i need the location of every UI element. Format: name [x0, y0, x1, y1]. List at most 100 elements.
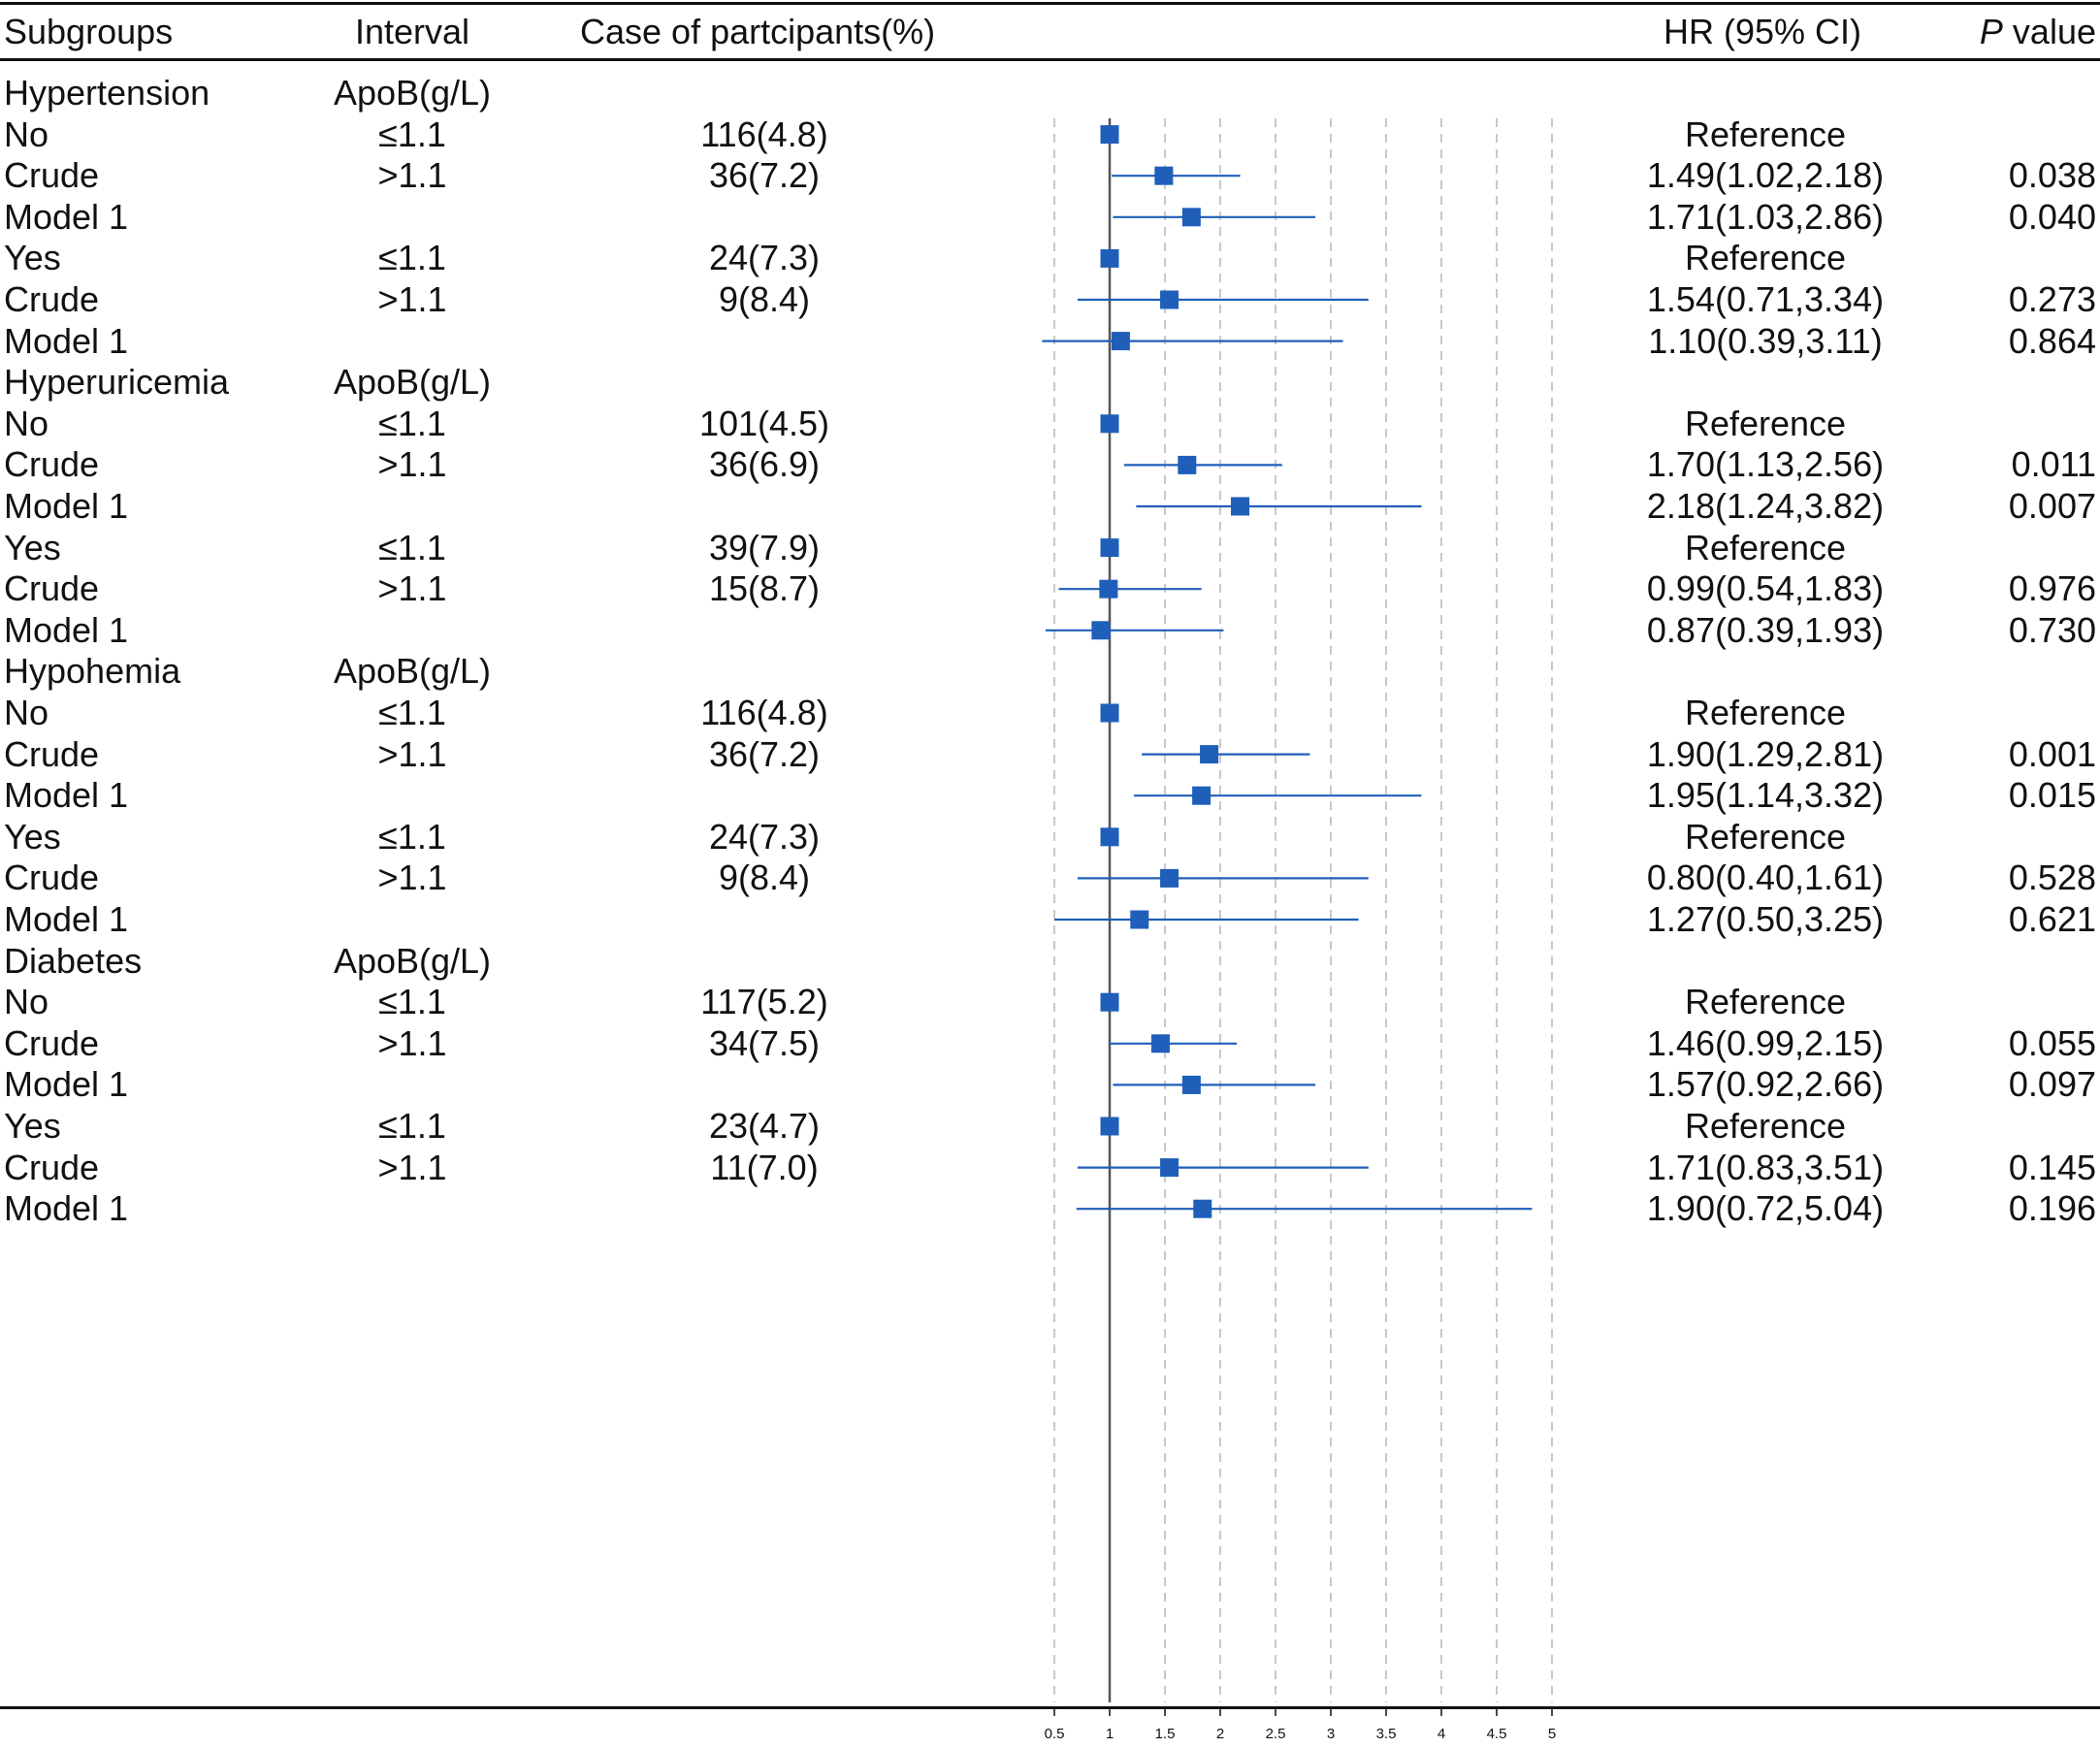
subgroup-title: Hyperuricemia — [4, 362, 230, 403]
interval-label: ≤1.1 — [378, 113, 446, 154]
x-tick-label: 4 — [1438, 1726, 1445, 1742]
hr-point-marker — [1100, 538, 1119, 558]
hr-ci-text: 1.46(0.99,2.15) — [1646, 1022, 1885, 1063]
subgroup-title: Diabetes — [4, 940, 143, 981]
interval-label: >1.1 — [377, 155, 447, 196]
top-rule — [0, 2, 2100, 5]
hr-ci-text: Reference — [1684, 982, 1847, 1022]
subgroup-label: Model 1 — [4, 1064, 129, 1105]
hr-ci-text: 1.71(0.83,3.51) — [1646, 1147, 1885, 1187]
hr-point-marker — [1160, 1158, 1179, 1178]
subgroup-label: Crude — [4, 1022, 100, 1063]
p-value: 0.730 — [2008, 609, 2096, 650]
subgroup-label: Crude — [4, 858, 100, 898]
hr-ci-text: Reference — [1684, 403, 1847, 443]
interval-label: ≤1.1 — [378, 238, 446, 278]
x-tick-label: 4.5 — [1487, 1726, 1507, 1742]
hr-point-marker — [1100, 827, 1119, 847]
subgroup-label: Yes — [4, 1106, 61, 1146]
hr-point-marker — [1111, 332, 1130, 351]
p-value: 0.055 — [2008, 1022, 2096, 1063]
p-value: 0.145 — [2008, 1147, 2096, 1187]
interval-label: ≤1.1 — [378, 403, 446, 443]
hr-point-marker — [1192, 786, 1212, 805]
hr-point-marker — [1130, 910, 1149, 929]
case-count: 36(7.2) — [708, 733, 821, 774]
interval-label: ≤1.1 — [378, 1106, 446, 1146]
hr-point-marker — [1100, 248, 1119, 268]
interval-label: ≤1.1 — [378, 816, 446, 857]
hr-point-marker — [1150, 1034, 1170, 1053]
header-rule — [0, 58, 2100, 61]
interval-label: ≤1.1 — [378, 527, 446, 567]
case-count: 24(7.3) — [708, 238, 821, 278]
p-value: 0.196 — [2008, 1188, 2096, 1229]
subgroup-label: Model 1 — [4, 196, 129, 237]
bottom-rule — [0, 1706, 2100, 1709]
subgroup-label: Model 1 — [4, 899, 129, 939]
hr-point-marker — [1181, 208, 1201, 227]
interval-label: >1.1 — [377, 568, 447, 609]
p-value: 0.040 — [2008, 196, 2096, 237]
p-value: 0.001 — [2008, 733, 2096, 774]
hr-ci-text: 1.57(0.92,2.66) — [1646, 1064, 1885, 1105]
p-value: 0.011 — [2011, 444, 2096, 485]
hr-ci-text: 0.99(0.54,1.83) — [1646, 568, 1885, 609]
p-value: 0.097 — [2008, 1064, 2096, 1105]
case-count: 15(8.7) — [708, 568, 821, 609]
case-count: 11(7.0) — [710, 1147, 819, 1187]
case-count: 101(4.5) — [698, 403, 830, 443]
interval-label: >1.1 — [377, 1147, 447, 1187]
hr-ci-text: Reference — [1684, 527, 1847, 567]
hr-ci-text: Reference — [1684, 816, 1847, 857]
case-count: 36(6.9) — [708, 444, 821, 485]
header-subgroups: Subgroups — [4, 12, 174, 51]
case-count: 9(8.4) — [718, 279, 811, 319]
hr-ci-text: 1.90(0.72,5.04) — [1646, 1188, 1885, 1229]
hr-point-marker — [1100, 703, 1119, 723]
header-interval: Interval — [354, 12, 470, 51]
hr-ci-text: 1.95(1.14,3.32) — [1646, 775, 1885, 816]
hr-point-marker — [1100, 1117, 1119, 1136]
hr-ci-text: 1.54(0.71,3.34) — [1646, 279, 1885, 319]
hr-ci-text: Reference — [1684, 238, 1847, 278]
header-hr: HR (95% CI) — [1664, 12, 1862, 51]
p-value: 0.976 — [2008, 568, 2096, 609]
p-value: 0.038 — [2008, 155, 2096, 196]
subgroup-label: Crude — [4, 568, 100, 609]
x-tick-label: 0.5 — [1045, 1726, 1065, 1742]
interval-label: ≤1.1 — [378, 982, 446, 1022]
hr-ci-text: 1.71(1.03,2.86) — [1646, 196, 1885, 237]
header-p-letter: P — [1979, 12, 2003, 51]
hr-point-marker — [1100, 414, 1119, 434]
case-count: 117(5.2) — [700, 982, 828, 1022]
interval-label: >1.1 — [377, 1022, 447, 1063]
interval-label: >1.1 — [377, 733, 447, 774]
hr-point-marker — [1181, 1075, 1201, 1094]
interval-label: >1.1 — [377, 858, 447, 898]
header-cases: Case of partcipants(%) — [580, 12, 936, 51]
subgroup-label: No — [4, 113, 49, 154]
case-count: 9(8.4) — [718, 858, 811, 898]
case-count: 23(4.7) — [708, 1106, 821, 1146]
case-count: 24(7.3) — [708, 816, 821, 857]
x-tick-label: 3.5 — [1376, 1726, 1397, 1742]
hr-point-marker — [1091, 621, 1111, 640]
x-tick-label: 3 — [1327, 1726, 1335, 1742]
subgroup-label: No — [4, 982, 49, 1022]
hr-ci-text: Reference — [1684, 1106, 1847, 1146]
hr-ci-text: 1.49(1.02,2.18) — [1646, 155, 1885, 196]
hr-ci-text: 1.70(1.13,2.56) — [1646, 444, 1885, 485]
x-tick-label: 1 — [1106, 1726, 1114, 1742]
hr-ci-text: 0.87(0.39,1.93) — [1646, 609, 1885, 650]
x-tick-label: 2 — [1216, 1726, 1224, 1742]
hr-ci-text: Reference — [1684, 113, 1847, 154]
subgroup-title: Hypertension — [4, 73, 210, 113]
p-value: 0.273 — [2008, 279, 2096, 319]
hr-point-marker — [1100, 125, 1119, 145]
hr-ci-text: Reference — [1684, 693, 1847, 732]
hr-ci-text: 0.80(0.40,1.61) — [1646, 858, 1885, 898]
hr-ci-text: 1.10(0.39,3.11) — [1648, 320, 1883, 361]
hr-point-marker — [1193, 1199, 1212, 1218]
